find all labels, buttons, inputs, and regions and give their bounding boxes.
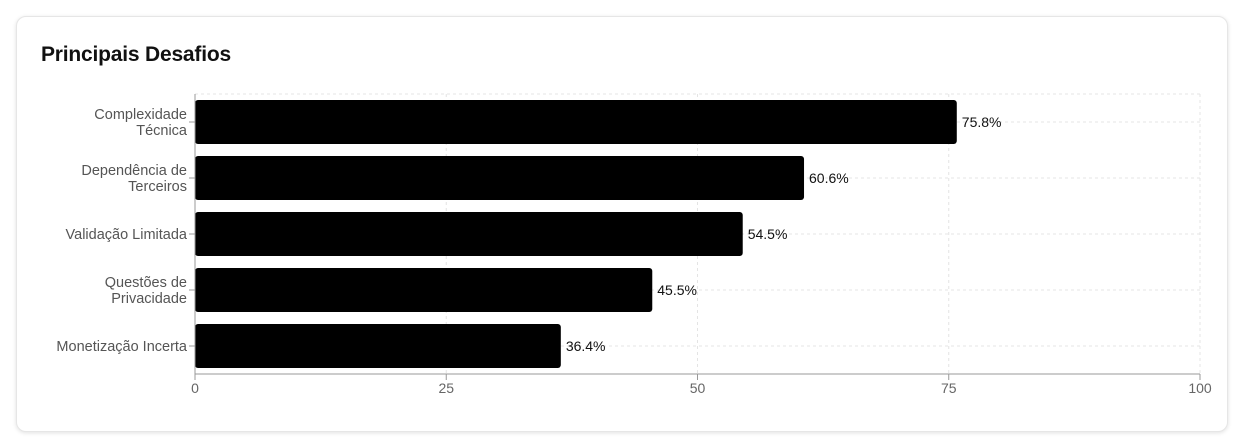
bar[interactable] bbox=[195, 100, 957, 144]
bar-value-label: 45.5% bbox=[657, 282, 697, 298]
x-tick-label: 100 bbox=[1188, 380, 1212, 396]
bar[interactable] bbox=[195, 268, 653, 312]
category-label: Dependência de bbox=[81, 163, 187, 179]
x-tick-label: 0 bbox=[191, 380, 199, 396]
x-tick-label: 75 bbox=[941, 380, 957, 396]
bar-value-label: 75.8% bbox=[962, 114, 1002, 130]
category-label: Questões de bbox=[105, 275, 187, 291]
category-label: Validação Limitada bbox=[66, 227, 188, 243]
category-label: Terceiros bbox=[128, 179, 187, 195]
card-title: Principais Desafios bbox=[41, 43, 231, 66]
bar[interactable] bbox=[195, 212, 743, 256]
bar-value-label: 60.6% bbox=[809, 170, 849, 186]
bar-value-label: 54.5% bbox=[748, 226, 788, 242]
bar[interactable] bbox=[195, 156, 805, 200]
bar-value-label: 36.4% bbox=[566, 338, 606, 354]
category-label: Privacidade bbox=[111, 291, 187, 307]
x-tick-label: 25 bbox=[438, 380, 454, 396]
x-tick-label: 50 bbox=[690, 380, 706, 396]
category-label: Técnica bbox=[136, 123, 188, 139]
category-label: Complexidade bbox=[94, 107, 187, 123]
bar[interactable] bbox=[195, 324, 561, 368]
category-label: Monetização Incerta bbox=[56, 339, 188, 355]
